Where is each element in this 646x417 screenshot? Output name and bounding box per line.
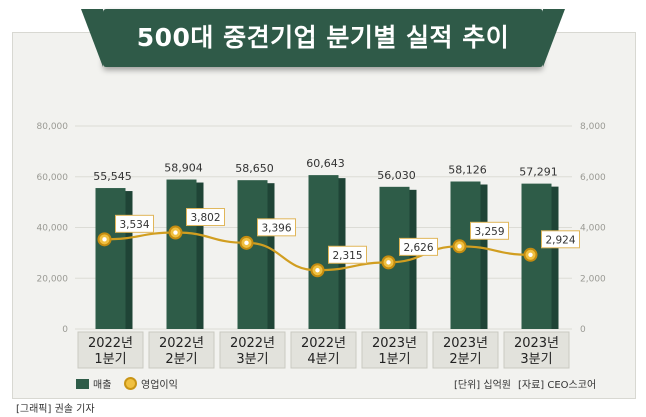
operating-profit-marker-center [102, 237, 107, 242]
revenue-bar-shadow [480, 184, 488, 329]
revenue-bar [95, 188, 126, 329]
title-banner: 500대 중견기업 분기별 실적 추이 [81, 9, 565, 67]
operating-profit-value-label: 3,259 [474, 226, 504, 238]
operating-profit-marker-center [457, 244, 462, 249]
operating-profit-marker-center [315, 268, 320, 273]
operating-profit-label-box [399, 237, 438, 256]
operating-profit-label-box [541, 230, 580, 249]
operating-profit-marker-center [244, 240, 249, 246]
legend-revenue: 매출 [76, 376, 111, 391]
operating-profit-label-box [115, 214, 154, 233]
revenue-bar [237, 180, 268, 329]
revenue-bar-shadow [125, 191, 133, 329]
category-label-box [432, 331, 499, 369]
legend-revenue-label: 매출 [93, 380, 112, 391]
operating-profit-value-label: 2,924 [545, 234, 575, 246]
revenue-bar [450, 181, 481, 329]
y-right-tick-label: 2,000 [580, 274, 606, 284]
category-quarter-label: 2분기 [449, 352, 481, 367]
category-label-box [290, 331, 357, 369]
revenue-value-label: 58,126 [448, 164, 487, 177]
revenue-bar-shadow [551, 186, 559, 329]
operating-profit-value-label: 3,396 [261, 222, 291, 234]
revenue-bar-shadow [196, 182, 204, 329]
operating-profit-marker-center [173, 230, 178, 235]
revenue-bar [166, 179, 197, 329]
operating-profit-label-box [328, 245, 367, 264]
category-quarter-label: 1분기 [94, 352, 126, 367]
operating-profit-value-label: 3,802 [190, 212, 220, 224]
y-right-tick-label: 4,000 [580, 224, 606, 234]
category-label-box [503, 331, 570, 369]
y-right-tick-label: 0 [580, 325, 586, 335]
category-year-label: 2023년 [372, 336, 417, 351]
category-quarter-label: 1분기 [378, 352, 410, 367]
y-left-tick-label: 60,000 [37, 173, 69, 183]
y-left-tick-label: 80,000 [37, 122, 69, 132]
category-quarter-label: 3분기 [236, 352, 268, 367]
category-label-box [219, 331, 286, 369]
y-left-tick-label: 40,000 [37, 224, 69, 234]
revenue-value-label: 58,904 [164, 162, 203, 175]
category-year-label: 2022년 [159, 336, 204, 351]
legend-operating-profit: 영업이익 [124, 376, 178, 391]
y-left-tick-label: 0 [62, 325, 68, 335]
graphic-credit: [그래픽] 권솔 기자 [16, 404, 95, 415]
operating-profit-value-label: 3,534 [119, 219, 149, 231]
legend-operating-profit-label: 영업이익 [141, 380, 178, 391]
operating-profit-marker-center [528, 252, 533, 258]
category-year-label: 2022년 [230, 336, 275, 351]
category-quarter-label: 4분기 [307, 352, 339, 367]
category-year-label: 2022년 [88, 336, 133, 351]
operating-profit-label-box [186, 208, 225, 227]
y-left-tick-label: 20,000 [37, 274, 69, 284]
legend-line-marker [124, 377, 137, 390]
y-right-tick-label: 8,000 [580, 122, 606, 132]
category-label-box [77, 331, 144, 369]
revenue-value-label: 55,545 [93, 170, 132, 183]
operating-profit-value-label: 2,315 [332, 250, 362, 262]
revenue-value-label: 57,291 [519, 166, 558, 179]
category-quarter-label: 2분기 [165, 352, 197, 367]
operating-profit-marker-center [386, 260, 391, 265]
category-label-box [361, 331, 428, 369]
y-right-tick-label: 6,000 [580, 173, 606, 183]
category-label-box [148, 331, 215, 369]
revenue-value-label: 58,650 [235, 162, 274, 175]
legend-bar-swatch [76, 378, 89, 389]
operating-profit-value-label: 2,626 [403, 242, 433, 254]
chart-title: 500대 중견기업 분기별 실적 추이 [136, 23, 510, 52]
revenue-value-label: 60,643 [306, 157, 345, 170]
revenue-bar-shadow [267, 183, 275, 329]
source-note: [자료] CEO스코어 [518, 380, 597, 391]
revenue-value-label: 56,030 [377, 169, 416, 182]
category-year-label: 2022년 [301, 336, 346, 351]
category-quarter-label: 3분기 [520, 352, 552, 367]
unit-note: [단위] 십억원 [454, 380, 511, 391]
category-year-label: 2023년 [514, 336, 559, 351]
operating-profit-label-box [257, 218, 296, 237]
category-year-label: 2023년 [443, 336, 488, 351]
operating-profit-label-box [470, 221, 509, 240]
